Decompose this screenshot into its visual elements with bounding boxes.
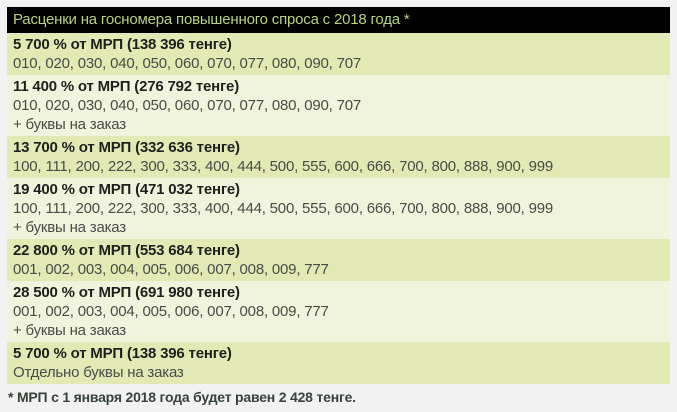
price-line: 13 700 % от МРП (332 636 тенге) bbox=[13, 139, 240, 156]
letters-on-order-line: + буквы на заказ bbox=[13, 219, 126, 236]
price-line: 5 700 % от МРП (138 396 тенге) bbox=[13, 345, 232, 362]
price-group-4: 19 400 % от МРП (471 032 тенге) 100, 111… bbox=[7, 178, 670, 239]
license-plate-price-table: Расценки на госномера повышенного спроса… bbox=[7, 7, 670, 384]
letters-on-order-line: + буквы на заказ bbox=[13, 116, 126, 133]
price-group-7: 5 700 % от МРП (138 396 тенге) Отдельно … bbox=[7, 342, 670, 384]
price-group-1: 5 700 % от МРП (138 396 тенге) 010, 020,… bbox=[7, 33, 670, 75]
table-title: Расценки на госномера повышенного спроса… bbox=[13, 11, 410, 28]
price-line: 22 800 % от МРП (553 684 тенге) bbox=[13, 242, 240, 259]
price-group-2: 11 400 % от МРП (276 792 тенге) 010, 020… bbox=[7, 75, 670, 136]
plate-numbers-line: 001, 002, 003, 004, 005, 006, 007, 008, … bbox=[13, 303, 329, 320]
plate-numbers-line: 001, 002, 003, 004, 005, 006, 007, 008, … bbox=[13, 261, 329, 278]
mrp-footnote: * МРП с 1 января 2018 года будет равен 2… bbox=[8, 389, 356, 405]
table-header: Расценки на госномера повышенного спроса… bbox=[7, 7, 670, 33]
plate-numbers-line: 010, 020, 030, 040, 050, 060, 070, 077, … bbox=[13, 55, 362, 72]
letters-on-order-line: Отдельно буквы на заказ bbox=[13, 364, 184, 381]
price-group-3: 13 700 % от МРП (332 636 тенге) 100, 111… bbox=[7, 136, 670, 178]
price-line: 19 400 % от МРП (471 032 тенге) bbox=[13, 181, 240, 198]
price-group-6: 28 500 % от МРП (691 980 тенге) 001, 002… bbox=[7, 281, 670, 342]
price-line: 11 400 % от МРП (276 792 тенге) bbox=[13, 78, 239, 95]
plate-numbers-line: 100, 111, 200, 222, 300, 333, 400, 444, … bbox=[13, 200, 553, 217]
plate-numbers-line: 100, 111, 200, 222, 300, 333, 400, 444, … bbox=[13, 158, 553, 175]
price-line: 5 700 % от МРП (138 396 тенге) bbox=[13, 36, 232, 53]
price-group-5: 22 800 % от МРП (553 684 тенге) 001, 002… bbox=[7, 239, 670, 281]
price-line: 28 500 % от МРП (691 980 тенге) bbox=[13, 284, 240, 301]
letters-on-order-line: + буквы на заказ bbox=[13, 322, 126, 339]
plate-numbers-line: 010, 020, 030, 040, 050, 060, 070, 077, … bbox=[13, 97, 362, 114]
